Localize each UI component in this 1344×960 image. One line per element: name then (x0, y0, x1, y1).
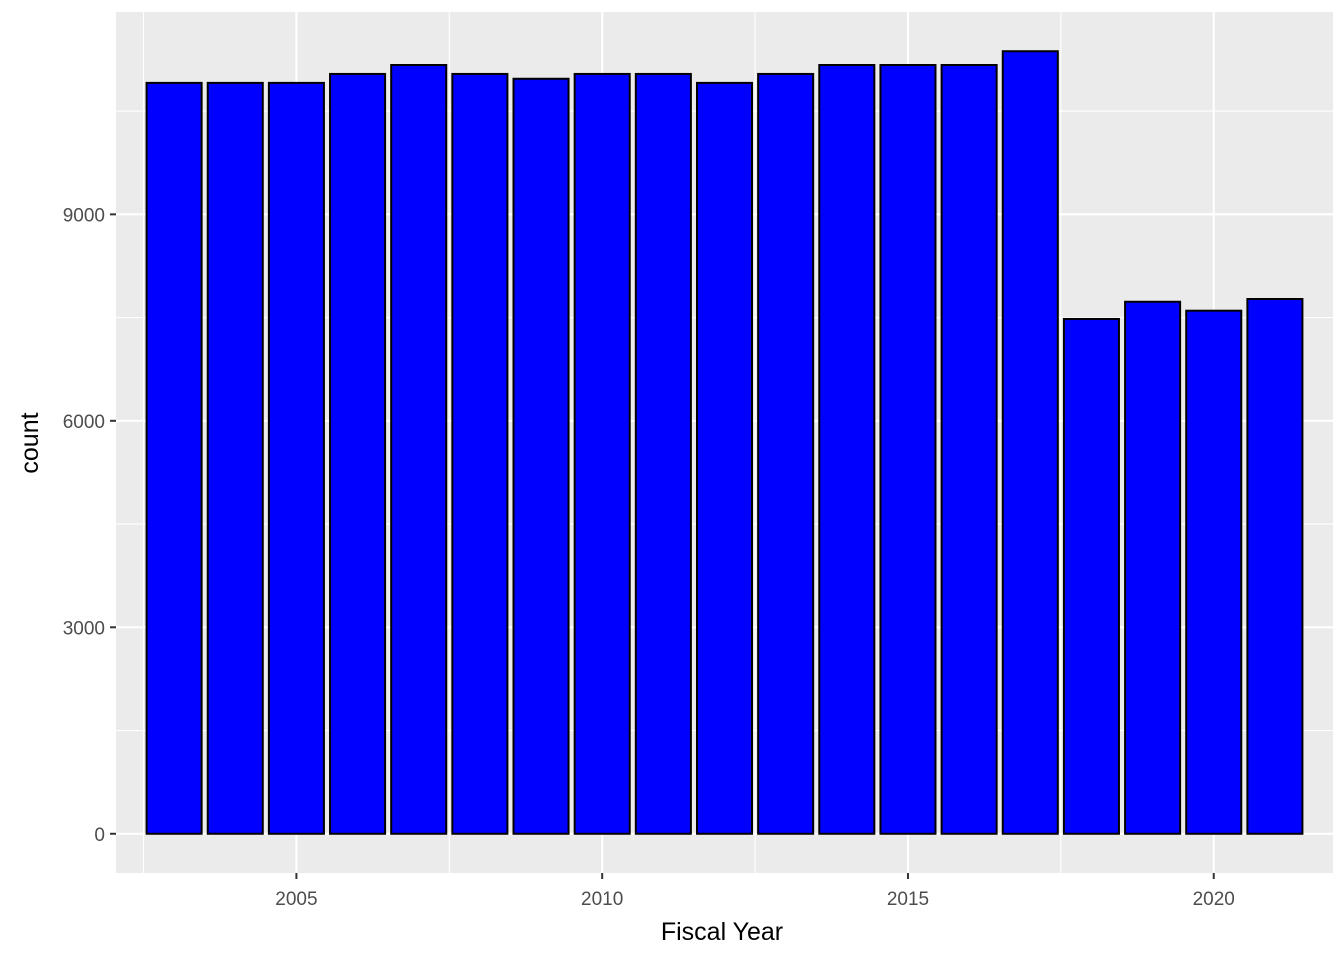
bar-2016 (940, 63, 998, 835)
bar-2009 (512, 77, 570, 835)
y-tick-label: 0 (94, 825, 105, 846)
bar-2005 (267, 81, 325, 835)
x-tick-label: 2005 (275, 889, 317, 910)
x-tick-label: 2010 (581, 889, 623, 910)
bar-2011 (634, 72, 692, 835)
bar-2020 (1185, 309, 1243, 835)
bar-2003 (145, 81, 203, 835)
x-axis-ticks: 2005 2010 2015 2020 (275, 873, 1235, 910)
bar-2021 (1246, 298, 1304, 835)
x-axis-title: Fiscal Year (661, 918, 783, 946)
bar-2006 (329, 72, 387, 835)
bar-2010 (573, 72, 631, 835)
bars (145, 50, 1304, 835)
bar-2015 (879, 63, 937, 835)
bar-2013 (757, 72, 815, 835)
bar-2004 (206, 81, 264, 835)
y-tick-label: 3000 (63, 618, 105, 639)
bar-2017 (1001, 50, 1059, 835)
y-axis-ticks: 0 3000 6000 9000 (63, 205, 116, 846)
y-axis-title: count (16, 412, 44, 473)
bar-2014 (818, 63, 876, 835)
y-tick-label: 6000 (63, 412, 105, 433)
bar-2007 (390, 63, 448, 835)
y-tick-label: 9000 (63, 205, 105, 226)
bar-2008 (451, 72, 509, 835)
bar-2019 (1124, 300, 1182, 835)
bar-2012 (695, 81, 754, 835)
bar-2018 (1062, 317, 1120, 835)
x-tick-label: 2020 (1193, 889, 1235, 910)
x-tick-label: 2015 (887, 889, 929, 910)
